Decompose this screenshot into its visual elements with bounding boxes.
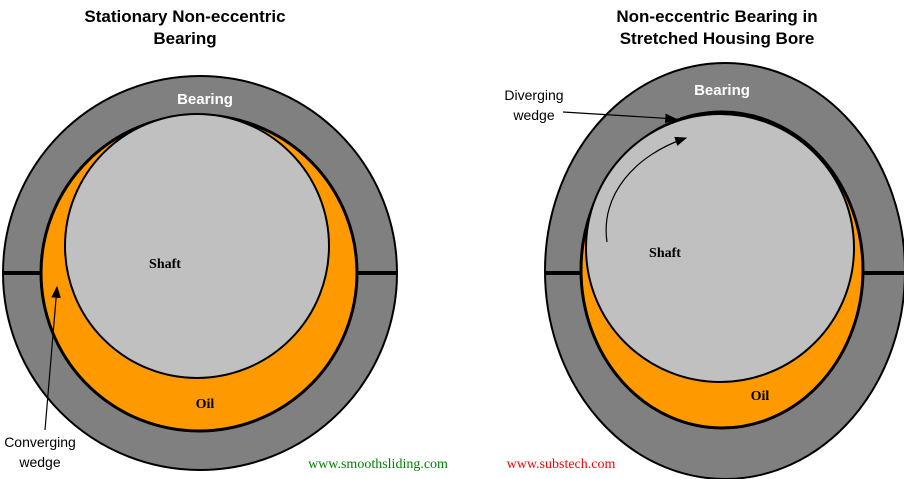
left-wedge-2: wedge bbox=[18, 454, 60, 470]
right-bearing bbox=[544, 62, 904, 479]
right-oil-label: Oil bbox=[751, 389, 770, 404]
left-bearing bbox=[2, 75, 398, 471]
right-url: www.substech.com bbox=[507, 457, 616, 472]
left-title-2: Bearing bbox=[153, 29, 216, 48]
left-bearing-label: Bearing bbox=[177, 91, 233, 108]
right-shaft-label: Shaft bbox=[649, 246, 681, 261]
left-title-1: Stationary Non-eccentric bbox=[84, 7, 285, 26]
right-bearing-label: Bearing bbox=[694, 82, 750, 99]
left-oil-label: Oil bbox=[196, 397, 215, 412]
left-wedge-1: Converging bbox=[4, 434, 76, 450]
right-wedge-1: Diverging bbox=[504, 87, 563, 103]
right-wedge-2: wedge bbox=[512, 107, 554, 123]
left-shaft-label: Shaft bbox=[149, 257, 181, 272]
right-title-2: Stretched Housing Bore bbox=[620, 29, 815, 48]
left-url: www.smoothsliding.com bbox=[308, 457, 448, 472]
right-title-1: Non-eccentric Bearing in bbox=[616, 7, 817, 26]
